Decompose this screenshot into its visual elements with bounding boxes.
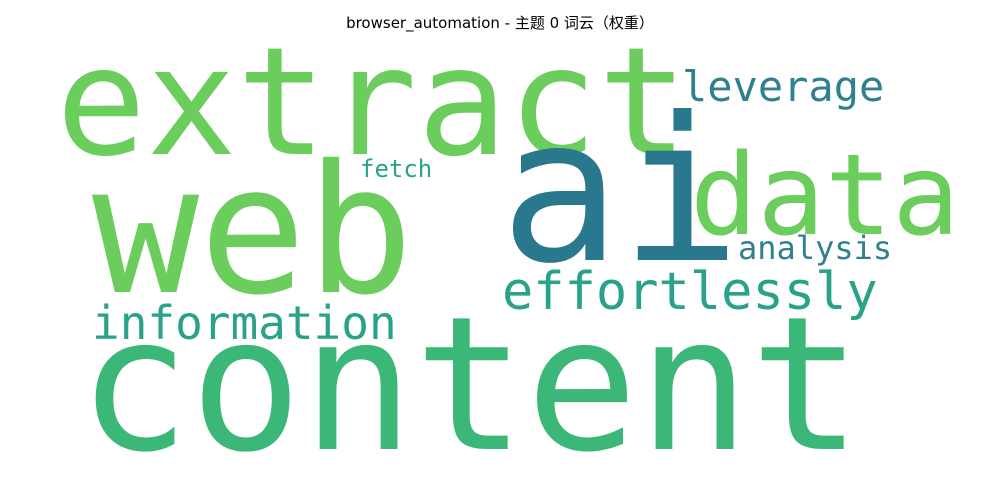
word-information: information [92, 296, 397, 350]
word-leverage: leverage [682, 62, 885, 111]
word-effortlessly: effortlessly [502, 262, 878, 322]
word-ai: ai [500, 75, 741, 308]
word-fetch: fetch [360, 155, 433, 183]
figure-title: browser_automation - 主题 0 词云（权重） [346, 14, 654, 32]
word-content: content [78, 276, 862, 493]
word-extract: extract [56, 16, 689, 190]
word-analysis: analysis [738, 229, 893, 267]
word-web: web [92, 127, 414, 334]
word-data: data [690, 131, 960, 261]
